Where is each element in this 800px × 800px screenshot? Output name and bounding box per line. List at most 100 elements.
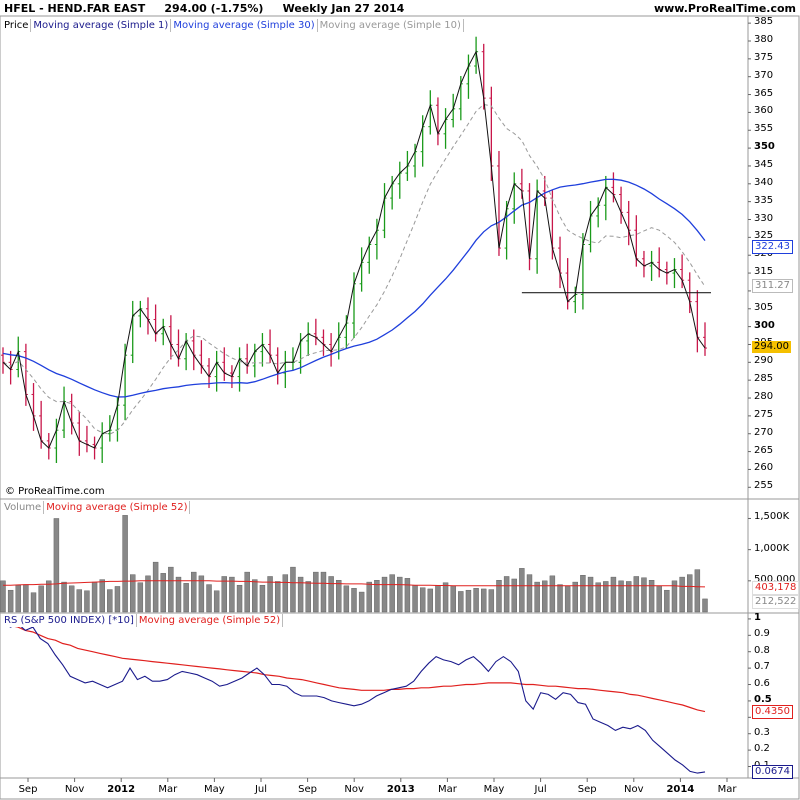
volume-bar	[107, 589, 113, 613]
legend-volume[interactable]: Volume	[2, 501, 45, 514]
price-tick-label: 340	[754, 176, 774, 188]
price-tick-label: 375	[754, 51, 774, 63]
volume-bar	[84, 590, 90, 613]
volume-bar	[374, 580, 380, 613]
volume-bar	[587, 576, 594, 613]
volume-bar	[633, 576, 640, 613]
price-bar	[443, 108, 448, 149]
price-bar	[1, 347, 5, 374]
time-tick-label: Sep	[18, 784, 38, 795]
price-bar	[245, 343, 250, 374]
price-tick-label: 370	[754, 69, 774, 81]
volume-bar	[336, 580, 342, 613]
volume-bar	[366, 581, 372, 613]
price-bar	[283, 350, 288, 389]
price-tick-label: 325	[754, 230, 774, 242]
volume-bar	[603, 581, 609, 613]
price-bar	[153, 304, 158, 342]
sma10-value-tag: 311.27	[752, 279, 793, 294]
legend-vol-ma52[interactable]: Moving average (Simple 52)	[44, 501, 191, 514]
price-tick-label: 345	[754, 158, 774, 170]
volume-bar	[687, 574, 693, 613]
close-line	[2, 50, 706, 449]
price-bar	[619, 186, 624, 224]
volume-bar	[152, 561, 159, 613]
volume-bar	[534, 581, 540, 613]
price-bar	[344, 315, 349, 349]
volume-bar	[206, 584, 212, 613]
volume-tick-label: 500,000	[754, 573, 796, 585]
volume-bar	[221, 576, 227, 613]
legend-rs-ma52[interactable]: Moving average (Simple 52)	[137, 614, 284, 627]
rs-tick-label: 0.9	[754, 628, 770, 640]
legend-sma1[interactable]: Moving average (Simple 1)	[31, 19, 172, 32]
volume-bar	[274, 581, 281, 613]
rs-tick-label: 0.6	[754, 677, 770, 689]
rs-tick-label: 0.7	[754, 661, 770, 673]
volume-bar	[511, 578, 517, 613]
volume-legend: Volume Moving average (Simple 52)	[2, 501, 191, 514]
time-tick-label: Mar	[437, 784, 457, 795]
rs-tick-label: 0.3	[754, 726, 770, 738]
volume-bar	[137, 582, 144, 613]
sma30-value-tag: 322.43	[752, 239, 793, 254]
price-bar	[191, 329, 196, 371]
volume-bar	[679, 576, 685, 613]
price-bar	[69, 393, 74, 435]
volume-ma-tag: 403,178	[752, 580, 800, 595]
legend-sma10[interactable]: Moving average (Simple 10)	[318, 19, 464, 32]
volume-bar	[23, 584, 29, 613]
price-bar	[306, 322, 311, 356]
price-bar	[435, 97, 440, 146]
volume-bar	[648, 580, 655, 613]
volume-panel[interactable]	[0, 515, 708, 613]
volume-tick-label: 1,000K	[754, 542, 790, 554]
price-bar	[626, 200, 631, 246]
price-bar	[352, 272, 356, 339]
volume-bar	[114, 586, 121, 613]
price-bar	[695, 290, 700, 353]
price-tick-label: 305	[754, 301, 774, 313]
volume-bar	[244, 571, 250, 613]
price-tick-label: 255	[754, 480, 774, 492]
volume-bar	[313, 571, 319, 613]
price-tick-label: 320	[754, 248, 774, 260]
volume-bar	[404, 578, 411, 613]
price-bar	[649, 250, 654, 281]
time-tick-label: May	[483, 784, 505, 795]
volume-tick-label: 1,500K	[754, 511, 790, 523]
legend-rs[interactable]: RS (S&P 500 INDEX) [*10]	[2, 614, 137, 627]
price-panel[interactable]	[1, 36, 711, 464]
volume-bar	[183, 583, 189, 613]
volume-bar	[458, 591, 464, 613]
time-tick-label: Sep	[577, 784, 597, 795]
copyright: © ProRealTime.com	[5, 486, 105, 497]
volume-bar	[671, 580, 678, 613]
legend-price[interactable]: Price	[2, 19, 32, 32]
price-bar	[573, 286, 578, 314]
volume-bar	[488, 589, 495, 613]
rs-ma52-line	[2, 621, 706, 713]
rs-panel[interactable]	[2, 621, 706, 774]
volume-bar	[61, 581, 67, 613]
ticker-label: HFEL - HEND.FAR EAST	[4, 2, 146, 15]
site-link[interactable]: www.ProRealTime.com	[653, 2, 796, 15]
volume-bar	[160, 573, 166, 613]
volume-bar	[496, 580, 502, 613]
last-price-tag: 294.00	[752, 341, 791, 354]
price-bar	[145, 297, 150, 335]
volume-bar	[564, 586, 571, 613]
price-bar	[359, 247, 364, 292]
time-tick-label: Mar	[158, 784, 178, 795]
volume-bar	[290, 566, 296, 613]
price-bar	[588, 200, 593, 253]
price-bar	[252, 343, 257, 378]
legend-sma30[interactable]: Moving average (Simple 30)	[171, 19, 318, 32]
volume-bar	[7, 589, 14, 613]
volume-ma52-line	[3, 580, 706, 588]
price-bar	[466, 54, 471, 99]
volume-bar	[641, 577, 647, 613]
time-tick-label: Nov	[624, 784, 644, 795]
volume-bar	[351, 588, 357, 613]
volume-bar	[343, 585, 350, 613]
